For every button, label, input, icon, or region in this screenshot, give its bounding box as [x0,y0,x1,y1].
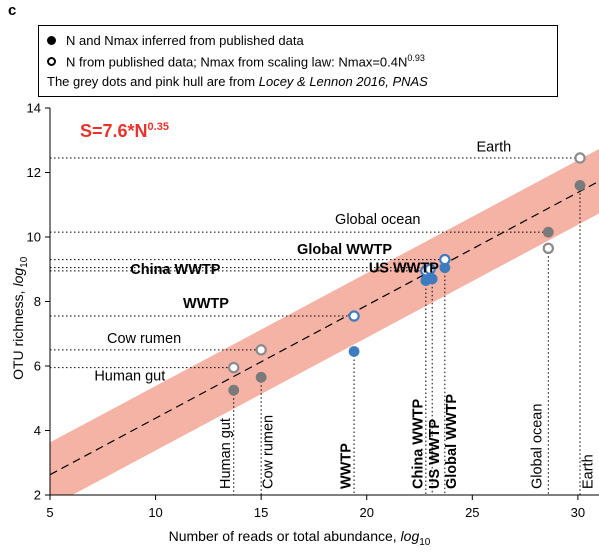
y-tick-label: 4 [34,423,41,438]
x-axis-label-subscript: 10 [419,537,430,548]
v-guide-label: Global WWTP [444,394,460,489]
scaling-law-label: S=7.6*N0.35 [80,121,169,142]
confidence-hull [50,149,599,507]
y-axis-label-log: log [10,268,26,287]
y-tick-label: 2 [34,488,41,503]
v-guide-label: Human gut [218,418,234,489]
data-point [349,311,358,320]
x-tick-label: 5 [46,505,53,520]
y-tick-label: 8 [34,294,41,309]
data-point [228,385,239,396]
v-guide-label: China WWTP [410,398,426,489]
h-guide-label: China WWTP [130,262,221,278]
plot-area [50,149,599,507]
x-tick-label: 15 [254,505,268,520]
h-guide-label: Human gut [94,369,165,385]
data-point [349,346,360,357]
x-tick-label: 25 [465,505,479,520]
data-point [544,244,553,253]
data-point [543,227,554,238]
v-guide-label: Global ocean [530,404,546,489]
scaling-law-base: S=7.6*N [80,121,148,141]
y-tick-label: 6 [34,359,41,374]
data-point [229,363,238,372]
h-guide-label: Earth [477,140,512,156]
v-guide-label: Cow rumen [260,415,276,489]
y-tick-label: 14 [27,101,41,116]
y-tick-label: 12 [27,165,41,180]
data-point [575,153,584,162]
data-point [256,372,267,383]
fit-line [50,181,599,474]
data-point [257,345,266,354]
h-guide-label: US WWTP [369,260,439,276]
v-guide-label: WWTP [338,443,354,489]
data-point [575,180,586,191]
data-point [440,255,449,264]
y-axis-label-main: OTU richness, [10,287,26,380]
y-axis-label-subscript: 10 [19,257,30,268]
scaling-law-exponent: 0.35 [148,121,169,133]
h-guide-label: WWTP [183,296,229,312]
y-axis-label: OTU richness, log10 [10,260,30,380]
y-tick-label: 10 [27,230,41,245]
x-tick-label: 20 [359,505,373,520]
v-guide-label: Earth [580,454,596,489]
x-axis-label-log: log [401,528,420,544]
h-guide-label: Cow rumen [107,331,181,347]
x-tick-label: 10 [148,505,162,520]
v-guide-label: US WWTP [427,419,443,489]
x-axis-label-main: Number of reads or total abundance, [169,528,401,544]
h-guide-label: Global WWTP [297,242,392,258]
h-guide-label: Global ocean [335,212,420,228]
x-tick-label: 30 [571,505,585,520]
x-axis-label: Number of reads or total abundance, log1… [0,528,599,548]
